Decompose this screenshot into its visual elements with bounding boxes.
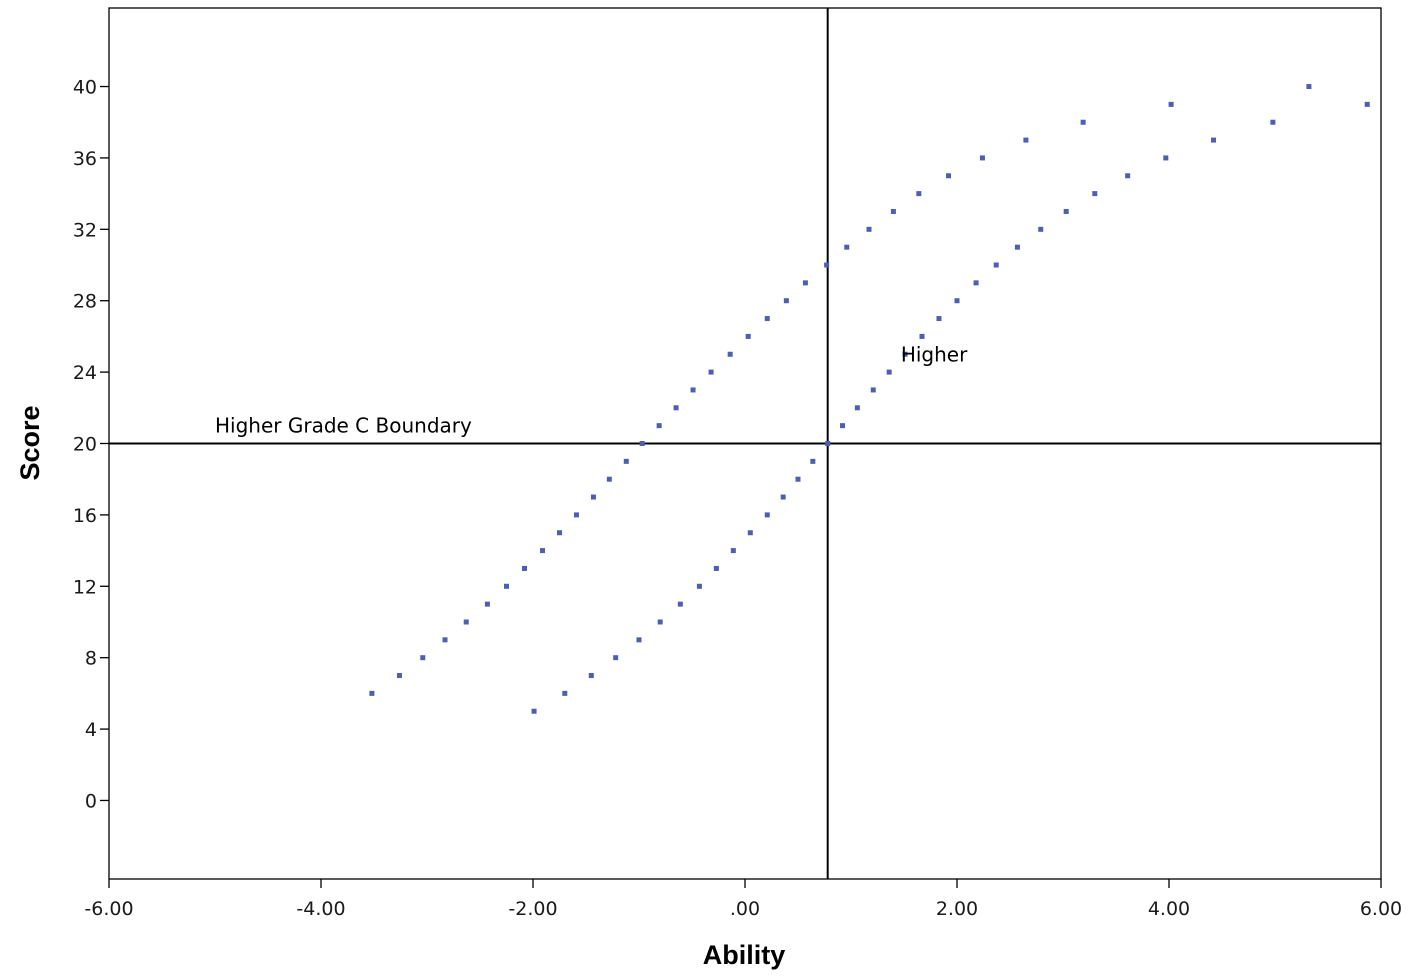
data-point-series-1 <box>573 512 579 518</box>
x-tick-label: .00 <box>730 898 760 920</box>
data-point-series-2 <box>677 601 683 607</box>
y-tick-label: 20 <box>73 434 97 456</box>
data-point-series-2 <box>764 512 770 518</box>
data-point-series-1 <box>369 690 375 696</box>
data-point-series-1 <box>463 619 469 625</box>
annotation-label: Higher Grade C Boundary <box>215 414 472 438</box>
data-point-series-1 <box>745 333 751 339</box>
data-point-series-2 <box>1092 191 1098 197</box>
data-point-series-2 <box>588 673 594 679</box>
data-point-series-1 <box>1080 119 1086 125</box>
x-tick-label: 4.00 <box>1148 898 1190 920</box>
data-point-series-1 <box>802 280 808 286</box>
data-point-series-2 <box>636 637 642 643</box>
data-point-series-2 <box>825 441 831 446</box>
data-point-series-1 <box>946 173 952 179</box>
data-point-series-1 <box>623 458 629 464</box>
data-point-series-2 <box>902 351 908 357</box>
data-point-series-2 <box>1270 119 1276 125</box>
x-tick-label: -2.00 <box>508 898 557 920</box>
y-tick-label: 4 <box>85 719 97 741</box>
y-tick-label: 40 <box>73 77 97 99</box>
data-point-series-1 <box>764 316 770 322</box>
data-point-series-1 <box>890 208 896 214</box>
data-point-series-2 <box>1306 84 1312 90</box>
data-point-series-1 <box>557 530 562 536</box>
data-point-series-1 <box>522 565 528 571</box>
data-point-series-1 <box>540 548 546 554</box>
data-point-series-1 <box>504 583 509 589</box>
annotation-label: Higher <box>901 342 968 366</box>
x-axis-title: Ability <box>703 940 786 970</box>
data-point-series-1 <box>979 155 985 161</box>
data-point-series-1 <box>824 262 830 268</box>
y-tick-label: 28 <box>73 291 97 313</box>
data-point-series-2 <box>1364 101 1370 107</box>
data-point-series-2 <box>810 458 816 464</box>
data-point-series-2 <box>657 619 663 625</box>
y-tick-label: 12 <box>73 576 97 598</box>
y-tick-label: 32 <box>73 219 97 241</box>
y-tick-label: 16 <box>73 505 97 527</box>
y-tick-label: 0 <box>85 790 97 812</box>
x-axis-ticks: -6.00 -4.00 -2.00 .00 2.00 4.00 6.00 <box>84 879 1402 920</box>
data-point-series-2 <box>531 708 537 714</box>
data-point-series-2 <box>730 548 736 554</box>
data-point-series-2 <box>854 405 860 411</box>
data-point-series-2 <box>1063 208 1069 214</box>
data-point-series-1 <box>1023 137 1029 143</box>
data-point-series-1 <box>639 441 645 446</box>
data-point-series-2 <box>747 530 753 536</box>
data-point-series-2 <box>713 565 719 571</box>
data-point-series-1 <box>656 423 662 429</box>
data-point-series-2 <box>993 262 999 268</box>
data-point-series-1 <box>727 351 733 357</box>
data-point-series-2 <box>1038 226 1044 232</box>
data-point-series-2 <box>696 583 702 589</box>
data-point-series-2 <box>973 280 979 286</box>
annotations: Higher Grade C Boundary Higher <box>215 342 968 437</box>
data-point-series-2 <box>562 690 568 696</box>
x-tick-label: 2.00 <box>936 898 978 920</box>
data-point-series-1 <box>420 655 426 661</box>
y-tick-label: 8 <box>85 648 97 670</box>
data-point-series-1 <box>690 387 696 393</box>
data-point-series-1 <box>442 637 448 643</box>
data-point-series-1 <box>590 494 596 500</box>
data-point-series-2 <box>870 387 876 393</box>
data-point-series-1 <box>1168 101 1174 107</box>
data-point-series-2 <box>840 423 846 429</box>
data-point-series-2 <box>886 369 892 375</box>
data-points <box>369 84 1370 714</box>
y-axis-title: Score <box>15 405 45 480</box>
data-point-series-1 <box>396 673 402 679</box>
y-tick-label: 36 <box>73 148 97 170</box>
data-point-series-1 <box>866 226 872 232</box>
data-point-series-2 <box>1014 244 1020 250</box>
data-point-series-2 <box>954 298 960 304</box>
data-point-series-1 <box>783 298 789 304</box>
data-point-series-2 <box>613 655 619 661</box>
data-point-series-2 <box>936 316 942 322</box>
data-point-series-1 <box>606 476 612 482</box>
data-point-series-1 <box>844 244 850 250</box>
data-point-series-2 <box>919 333 925 339</box>
data-point-series-2 <box>1211 137 1217 143</box>
data-point-series-2 <box>780 494 786 500</box>
x-tick-label: -6.00 <box>84 898 133 920</box>
x-tick-label: -4.00 <box>296 898 345 920</box>
data-point-series-1 <box>673 405 679 411</box>
y-tick-label: 24 <box>73 362 97 384</box>
data-point-series-2 <box>1125 173 1131 179</box>
data-point-series-1 <box>916 191 922 197</box>
data-point-series-1 <box>484 601 490 607</box>
y-axis-ticks: 0 4 8 12 16 20 24 28 32 36 40 <box>73 77 109 812</box>
data-point-series-1 <box>708 369 714 375</box>
x-tick-label: 6.00 <box>1360 898 1402 920</box>
data-point-series-2 <box>795 476 801 482</box>
data-point-series-2 <box>1163 155 1169 161</box>
